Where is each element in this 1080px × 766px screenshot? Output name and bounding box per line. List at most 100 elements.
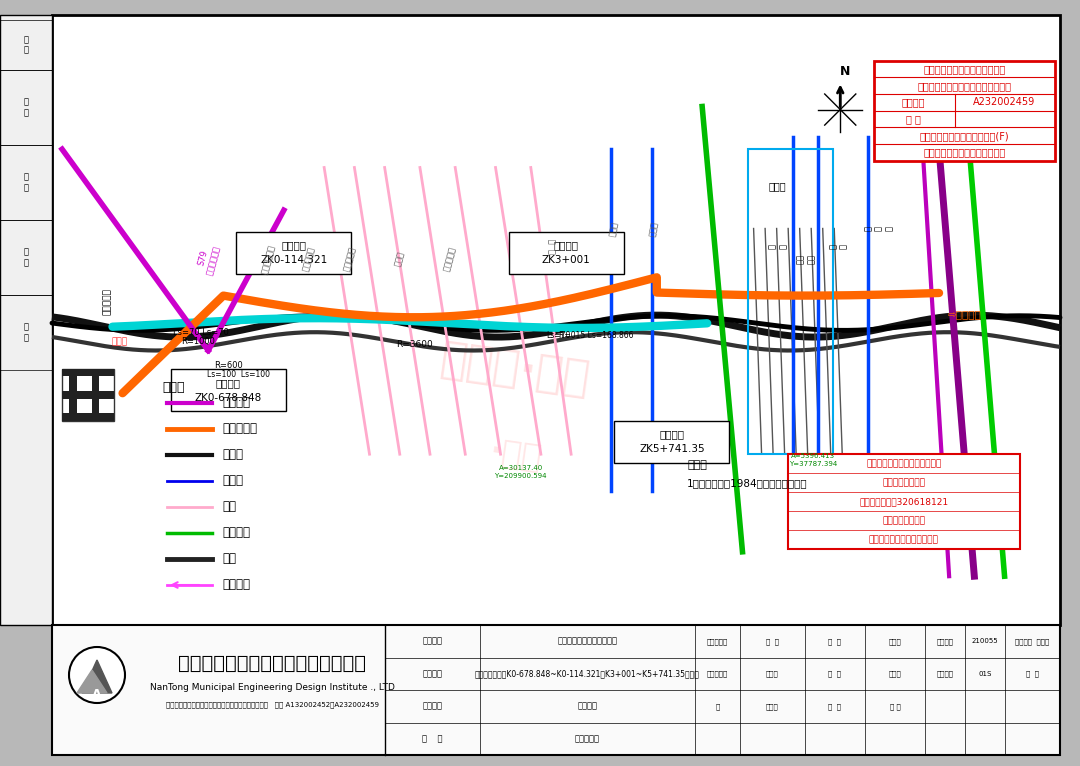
Bar xyxy=(92,376,99,384)
Text: 道路位位图: 道路位位图 xyxy=(575,735,600,743)
Text: 设计范围
ZK3+001: 设计范围 ZK3+001 xyxy=(542,241,591,265)
Text: R=1000: R=1000 xyxy=(181,337,215,346)
Text: 南通市市政工程设计院有限责任公司: 南通市市政工程设计院有限责任公司 xyxy=(917,80,1011,90)
Text: 项目负责人: 项目负责人 xyxy=(707,638,728,644)
Text: 上下匝道: 上下匝道 xyxy=(222,578,249,591)
Bar xyxy=(69,376,77,384)
Bar xyxy=(0,15,52,625)
Bar xyxy=(0,20,52,70)
Text: 专业编号: 专业编号 xyxy=(936,670,954,677)
Text: 有效期：　长　期: 有效期： 长 期 xyxy=(882,516,926,525)
Bar xyxy=(237,232,351,274)
Text: 张达峰: 张达峰 xyxy=(889,670,902,677)
Bar xyxy=(69,398,77,406)
Bar xyxy=(92,384,99,391)
Text: 设计范围
ZK5+741.35: 设计范围 ZK5+741.35 xyxy=(639,430,705,454)
Bar xyxy=(92,406,99,414)
Bar xyxy=(69,414,77,421)
Polygon shape xyxy=(77,670,107,693)
Text: 设计范围
ZK0-678.848: 设计范围 ZK0-678.848 xyxy=(194,378,262,403)
Text: 规划龙海路: 规划龙海路 xyxy=(301,246,316,272)
Text: 210055: 210055 xyxy=(972,638,998,644)
Text: 车辆段: 车辆段 xyxy=(769,181,786,191)
Bar xyxy=(92,398,99,406)
Text: A232002459: A232002459 xyxy=(973,97,1036,107)
Text: 通  道: 通 道 xyxy=(549,239,557,254)
Text: N: N xyxy=(840,64,850,77)
Text: 陈
光
路: 陈 光 路 xyxy=(864,226,893,231)
Text: Ls=70 Ls=70: Ls=70 Ls=70 xyxy=(173,328,229,337)
Text: 道路工程: 道路工程 xyxy=(578,702,597,711)
Text: 审查专用章号：320618121: 审查专用章号：320618121 xyxy=(860,497,948,506)
Bar xyxy=(52,625,1059,755)
Text: 保 红: 保 红 xyxy=(890,703,901,709)
Text: 设计阶段  施工图: 设计阶段 施工图 xyxy=(1015,638,1050,644)
Text: 签
名: 签 名 xyxy=(24,98,28,117)
Text: Ls=100  Ls=100: Ls=100 Ls=100 xyxy=(207,371,270,379)
Text: S79
通道宁上高速: S79 通道宁上高速 xyxy=(195,242,221,276)
Text: 规划外环南路: 规划外环南路 xyxy=(260,244,276,275)
Text: 专业负责人: 专业负责人 xyxy=(707,670,728,677)
Text: 一级公路: 一级公路 xyxy=(222,526,249,539)
Text: 长泰路: 长泰路 xyxy=(648,221,660,237)
Text: 图例：: 图例： xyxy=(162,381,185,394)
Text: 设计编号: 设计编号 xyxy=(936,638,954,644)
Bar xyxy=(69,368,77,376)
Bar xyxy=(69,384,77,391)
Text: 区
域: 区 域 xyxy=(24,35,28,54)
Text: 资质证书: 资质证书 xyxy=(902,97,926,107)
Bar xyxy=(107,368,114,376)
Text: 铁路
西站: 铁路 西站 xyxy=(796,254,815,264)
Bar xyxy=(77,368,84,376)
Text: 比  例: 比 例 xyxy=(1026,670,1039,677)
Text: 说明：: 说明： xyxy=(687,460,707,470)
Bar xyxy=(107,391,114,398)
Text: 公众号·南通: 公众号·南通 xyxy=(438,337,593,401)
Text: 南通市建设工程施工图审查中心: 南通市建设工程施工图审查中心 xyxy=(866,459,942,468)
Bar xyxy=(62,391,69,398)
Bar xyxy=(62,368,69,376)
Bar xyxy=(0,220,52,295)
Text: 工程名称: 工程名称 xyxy=(422,669,443,678)
Text: 规划西海路: 规划西海路 xyxy=(443,246,458,272)
Text: 签
名: 签 名 xyxy=(24,247,28,267)
Text: 主干路: 主干路 xyxy=(222,449,243,461)
Bar xyxy=(84,414,92,421)
Text: 设: 设 xyxy=(715,703,719,709)
Bar xyxy=(92,368,99,376)
Text: ·南通: ·南通 xyxy=(487,434,544,474)
Text: 路  宁: 路 宁 xyxy=(766,638,779,644)
Text: 南通市市政工程设计院有限责任公司: 南通市市政工程设计院有限责任公司 xyxy=(178,653,366,673)
Bar xyxy=(615,421,729,463)
Text: 审  核: 审 核 xyxy=(828,670,841,677)
Bar xyxy=(787,454,1020,549)
Text: 01S: 01S xyxy=(978,671,991,676)
Text: 李云峰: 李云峰 xyxy=(889,638,902,644)
Text: 编 号: 编 号 xyxy=(906,114,921,124)
Bar xyxy=(52,15,1059,625)
Bar xyxy=(92,391,99,398)
Bar xyxy=(509,232,623,274)
Bar xyxy=(69,406,77,414)
Text: 国铁: 国铁 xyxy=(222,552,237,565)
Text: 西站大道二期（K0-678.848~K0-114.321、K3+001~K5+741.35）工程: 西站大道二期（K0-678.848~K0-114.321、K3+001~K5+7… xyxy=(475,669,700,678)
Text: 有效期至二〇二二年九月三十日: 有效期至二〇二二年九月三十日 xyxy=(923,147,1005,158)
Bar xyxy=(0,295,52,370)
Text: 设计证书：专规乙甲等、风景园林甲等、建筑工程甲等   编号 A132002452；A232002459: 设计证书：专规乙甲等、风景园林甲等、建筑工程甲等 编号 A132002452；A… xyxy=(165,702,378,709)
Text: 次干路: 次干路 xyxy=(222,474,243,487)
Bar xyxy=(107,414,114,421)
Text: 施工图审查专用章: 施工图审查专用章 xyxy=(882,478,926,487)
Polygon shape xyxy=(82,660,112,693)
Text: 支路: 支路 xyxy=(222,500,237,513)
Text: 审  定: 审 定 xyxy=(828,703,841,709)
Text: 高速公路: 高速公路 xyxy=(222,397,249,410)
Text: 黄胜飞: 黄胜飞 xyxy=(766,703,779,709)
Text: R=3600: R=3600 xyxy=(396,340,433,349)
Text: 港
路: 港 路 xyxy=(828,244,848,249)
Text: Ls=70: Ls=70 xyxy=(545,331,570,340)
Text: 图    名: 图 名 xyxy=(422,735,443,743)
Text: 设计范围
ZK0-114.321: 设计范围 ZK0-114.321 xyxy=(260,241,327,265)
Bar xyxy=(62,368,114,421)
Text: 通道路: 通道路 xyxy=(393,250,406,267)
Text: ⇨通亲大道: ⇨通亲大道 xyxy=(947,309,981,319)
